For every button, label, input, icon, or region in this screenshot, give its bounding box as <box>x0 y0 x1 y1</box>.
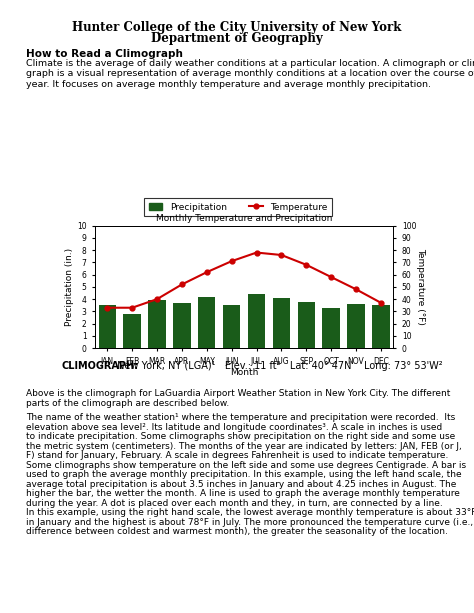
Bar <box>223 305 240 348</box>
Text: In this example, using the right hand scale, the lowest average monthly temperat: In this example, using the right hand sc… <box>26 508 474 517</box>
Text: Climate is the average of daily weather conditions at a particular location. A c: Climate is the average of daily weather … <box>26 59 474 68</box>
Bar <box>248 294 265 348</box>
Text: year. It focuses on average monthly temperature and average monthly precipitatio: year. It focuses on average monthly temp… <box>26 80 431 89</box>
Legend: Precipitation, Temperature: Precipitation, Temperature <box>145 198 332 216</box>
Text: CLIMOGRAPH:: CLIMOGRAPH: <box>62 361 139 371</box>
Text: higher the bar, the wetter the month. A line is used to graph the average monthl: higher the bar, the wetter the month. A … <box>26 489 460 498</box>
X-axis label: Month: Month <box>230 368 258 377</box>
Text: elevation above sea level². Its latitude and longitude coordinates³. A scale in : elevation above sea level². Its latitude… <box>26 422 442 432</box>
Bar <box>273 298 290 348</box>
Text: parts of the climograph are described below.: parts of the climograph are described be… <box>26 399 229 408</box>
Text: graph is a visual representation of average monthly conditions at a location ove: graph is a visual representation of aver… <box>26 69 474 78</box>
Text: the metric system (centimeters). The months of the year are indicated by letters: the metric system (centimeters). The mon… <box>26 441 462 451</box>
Text: Hunter College of the City University of New York: Hunter College of the City University of… <box>73 21 401 34</box>
Text: The name of the weather station¹ where the temperature and precipitation were re: The name of the weather station¹ where t… <box>26 413 456 422</box>
Bar <box>298 302 315 348</box>
Bar <box>347 304 365 348</box>
Text: Department of Geography: Department of Geography <box>151 32 323 45</box>
Bar <box>148 300 166 348</box>
Bar <box>173 303 191 348</box>
Text: Some climographs show temperature on the left side and some use degrees Centigra: Some climographs show temperature on the… <box>26 460 466 470</box>
Text: during the year. A dot is placed over each month and they, in turn, are connecte: during the year. A dot is placed over ea… <box>26 498 443 508</box>
Bar <box>198 297 216 348</box>
Text: Above is the climograph for LaGuardia Airport Weather Station in New York City. : Above is the climograph for LaGuardia Ai… <box>26 389 450 398</box>
Bar <box>99 305 116 348</box>
Bar <box>322 308 340 348</box>
Y-axis label: Precipitation (in.): Precipitation (in.) <box>65 248 74 326</box>
Text: F) stand for January, February. A scale in degrees Fahrenheit is used to indicat: F) stand for January, February. A scale … <box>26 451 448 460</box>
Y-axis label: Temperature (°F): Temperature (°F) <box>416 248 425 326</box>
Text: difference between coldest and warmest month), the greater the seasonality of th: difference between coldest and warmest m… <box>26 527 448 536</box>
Bar <box>123 314 141 348</box>
Text: used to graph the average monthly precipitation. In this example, using the left: used to graph the average monthly precip… <box>26 470 462 479</box>
Title: Monthly Temperature and Precipitation: Monthly Temperature and Precipitation <box>156 215 332 223</box>
Bar <box>372 305 390 348</box>
Text: in January and the highest is about 78°F in July. The more pronounced the temper: in January and the highest is about 78°F… <box>26 517 473 527</box>
Text: New York, NY (LGA)¹   Elev.: 11 ft²   Lat: 40° 47N    Long: 73° 53'W²: New York, NY (LGA)¹ Elev.: 11 ft² Lat: 4… <box>114 361 443 371</box>
Text: average total precipitation is about 3.5 inches in January and about 4.25 inches: average total precipitation is about 3.5… <box>26 479 456 489</box>
Text: to indicate precipitation. Some climographs show precipitation on the right side: to indicate precipitation. Some climogra… <box>26 432 456 441</box>
Text: How to Read a Climograph: How to Read a Climograph <box>26 49 183 59</box>
